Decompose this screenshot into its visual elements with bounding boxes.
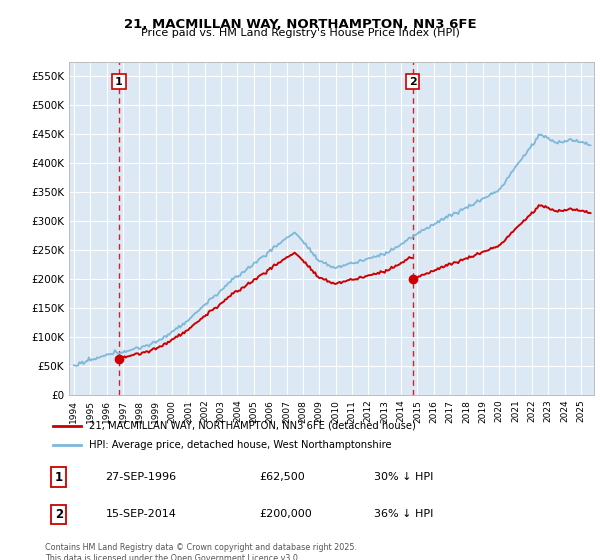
Text: 36% ↓ HPI: 36% ↓ HPI [374,510,434,520]
Text: Contains HM Land Registry data © Crown copyright and database right 2025.
This d: Contains HM Land Registry data © Crown c… [45,543,357,560]
Text: £200,000: £200,000 [259,510,312,520]
Text: 1: 1 [55,470,63,484]
Text: 27-SEP-1996: 27-SEP-1996 [106,472,176,482]
Text: 30% ↓ HPI: 30% ↓ HPI [374,472,434,482]
Text: Price paid vs. HM Land Registry's House Price Index (HPI): Price paid vs. HM Land Registry's House … [140,28,460,38]
Text: 21, MACMILLAN WAY, NORTHAMPTON, NN3 6FE: 21, MACMILLAN WAY, NORTHAMPTON, NN3 6FE [124,18,476,31]
Text: £62,500: £62,500 [259,472,305,482]
Text: HPI: Average price, detached house, West Northamptonshire: HPI: Average price, detached house, West… [89,440,392,450]
Text: 21, MACMILLAN WAY, NORTHAMPTON, NN3 6FE (detached house): 21, MACMILLAN WAY, NORTHAMPTON, NN3 6FE … [89,421,416,431]
Text: 1: 1 [115,77,123,87]
Text: 15-SEP-2014: 15-SEP-2014 [106,510,176,520]
Text: 2: 2 [55,508,63,521]
Text: 2: 2 [409,77,416,87]
